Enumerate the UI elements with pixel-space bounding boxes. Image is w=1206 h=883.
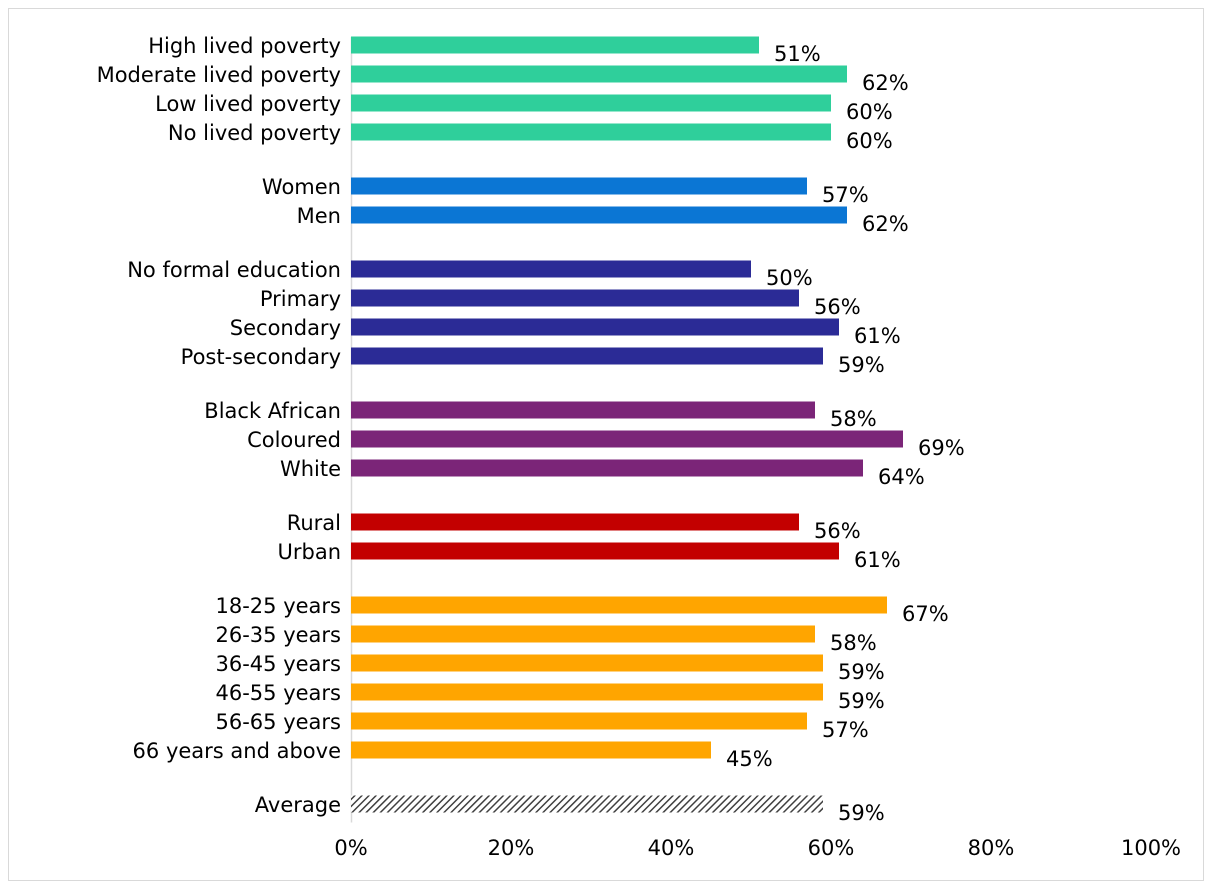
category-label: Low lived poverty — [155, 92, 341, 116]
data-label: 58% — [830, 407, 877, 431]
bar — [351, 260, 751, 278]
category-label: No formal education — [127, 258, 341, 282]
bar — [351, 654, 823, 672]
category-label: Urban — [277, 540, 341, 564]
bar — [351, 459, 863, 477]
data-label: 59% — [838, 353, 885, 377]
data-label: 64% — [878, 465, 925, 489]
bar — [351, 36, 759, 54]
category-label: 46-55 years — [216, 681, 342, 705]
category-label: High lived poverty — [148, 34, 341, 58]
category-label: Rural — [287, 511, 341, 535]
category-label: Men — [297, 204, 341, 228]
bar — [351, 712, 807, 730]
data-label: 56% — [814, 295, 861, 319]
category-label: 66 years and above — [133, 739, 341, 763]
category-label: Moderate lived poverty — [97, 63, 341, 87]
category-label: 36-45 years — [216, 652, 342, 676]
bar — [351, 795, 823, 813]
x-tick-label: 80% — [968, 836, 1015, 860]
data-label: 69% — [918, 436, 965, 460]
bar — [351, 94, 831, 112]
x-tick-label: 40% — [648, 836, 695, 860]
category-label: Post-secondary — [181, 345, 341, 369]
x-tick-label: 0% — [334, 836, 367, 860]
data-label: 61% — [854, 324, 901, 348]
labels-layer: High lived poverty 51% Moderate lived pove… — [97, 34, 1181, 860]
category-label: Secondary — [230, 316, 341, 340]
data-label: 45% — [726, 747, 773, 771]
data-label: 62% — [862, 71, 909, 95]
bar — [351, 206, 847, 224]
bars-layer — [351, 36, 903, 813]
data-label: 59% — [838, 689, 885, 713]
bar — [351, 347, 823, 365]
data-label: 59% — [838, 660, 885, 684]
x-tick-label: 20% — [488, 836, 535, 860]
data-label: 59% — [838, 801, 885, 825]
bar — [351, 401, 815, 419]
bar — [351, 177, 807, 195]
bar — [351, 596, 887, 614]
chart-frame: High lived poverty 51% Moderate lived pove… — [8, 8, 1204, 881]
category-label: Coloured — [247, 428, 341, 452]
category-label: Average — [255, 793, 341, 817]
data-label: 57% — [822, 183, 869, 207]
data-label: 56% — [814, 519, 861, 543]
data-label: 50% — [766, 266, 813, 290]
data-label: 60% — [846, 100, 893, 124]
bar — [351, 289, 799, 307]
bar-chart: High lived poverty 51% Moderate lived pove… — [97, 34, 1181, 860]
category-label: 56-65 years — [216, 710, 342, 734]
bar — [351, 65, 847, 83]
bar — [351, 625, 815, 643]
bar — [351, 683, 823, 701]
bar — [351, 542, 839, 560]
bar — [351, 318, 839, 336]
category-label: 18-25 years — [216, 594, 342, 618]
data-label: 51% — [774, 42, 821, 66]
data-label: 60% — [846, 129, 893, 153]
category-label: White — [280, 457, 341, 481]
category-label: Black African — [204, 399, 341, 423]
data-label: 58% — [830, 631, 877, 655]
bar — [351, 513, 799, 531]
bar — [351, 430, 903, 448]
data-label: 61% — [854, 548, 901, 572]
data-label: 57% — [822, 718, 869, 742]
x-tick-label: 100% — [1121, 836, 1181, 860]
category-label: 26-35 years — [216, 623, 342, 647]
x-tick-label: 60% — [808, 836, 855, 860]
category-label: No lived poverty — [168, 121, 341, 145]
data-label: 62% — [862, 212, 909, 236]
category-label: Primary — [260, 287, 341, 311]
category-label: Women — [262, 175, 341, 199]
bar — [351, 741, 711, 759]
bar — [351, 123, 831, 141]
data-label: 67% — [902, 602, 949, 626]
